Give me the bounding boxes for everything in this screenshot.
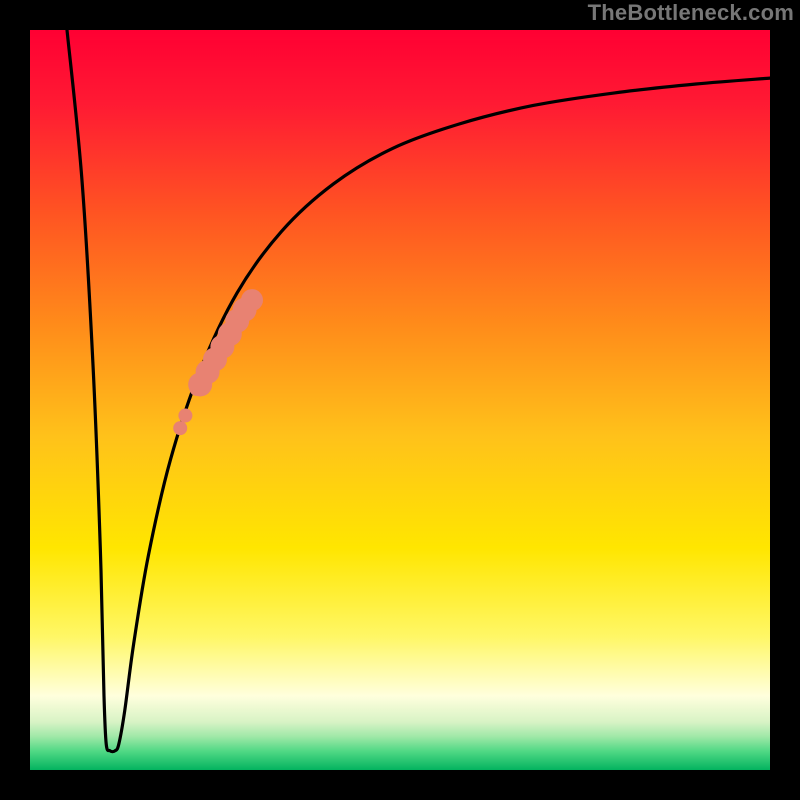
marker-point [241, 289, 263, 311]
marker-point [173, 421, 187, 435]
plot-area [30, 30, 770, 770]
marker-point [178, 409, 192, 423]
chart-svg [0, 0, 800, 800]
chart-root: TheBottleneck.com [0, 0, 800, 800]
